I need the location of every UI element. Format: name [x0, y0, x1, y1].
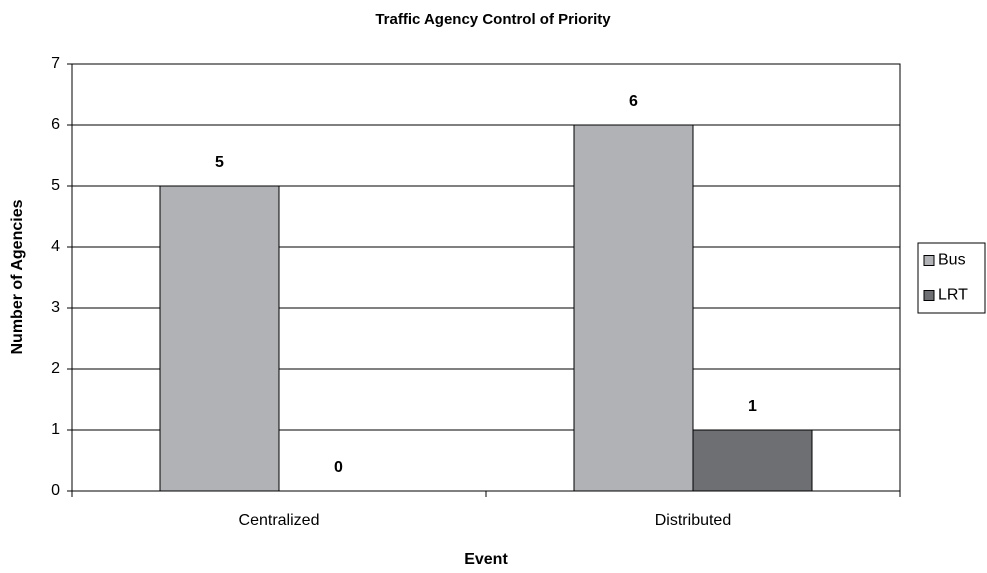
- y-tick-label: 6: [51, 116, 60, 133]
- y-axis-title: Number of Agencies: [9, 199, 26, 354]
- x-tick-label: Distributed: [655, 512, 731, 529]
- legend-swatch: [923, 255, 935, 266]
- y-tick-label: 0: [51, 482, 60, 499]
- chart-title: Traffic Agency Control of Priority: [375, 11, 611, 28]
- legend-label: Bus: [938, 252, 966, 269]
- legend-label: LRT: [938, 287, 968, 304]
- y-tick-label: 4: [51, 238, 60, 255]
- bar: [692, 429, 813, 492]
- data-label: 5: [215, 154, 224, 171]
- legend-swatch: [923, 290, 935, 301]
- y-tick-label: 1: [51, 421, 60, 438]
- bar: [573, 124, 694, 492]
- data-label: 0: [334, 459, 343, 476]
- x-axis-title: Event: [464, 551, 508, 568]
- legend-box: [917, 242, 986, 314]
- y-tick-label: 7: [51, 55, 60, 72]
- data-label: 1: [748, 398, 757, 415]
- y-tick-label: 3: [51, 299, 60, 316]
- y-tick-label: 5: [51, 177, 60, 194]
- data-label: 6: [629, 93, 638, 110]
- bar: [159, 185, 280, 492]
- x-tick-label: Centralized: [239, 512, 320, 529]
- y-tick-label: 2: [51, 360, 60, 377]
